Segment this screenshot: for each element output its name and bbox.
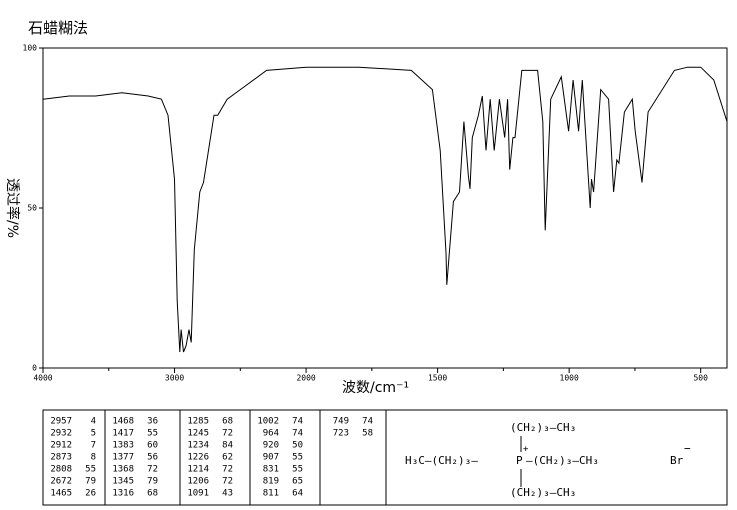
peak-wavenumber: 811 bbox=[263, 489, 279, 499]
peak-transmittance: 84 bbox=[222, 441, 233, 451]
peak-transmittance: 79 bbox=[85, 477, 96, 487]
peak-transmittance: 7 bbox=[91, 441, 96, 451]
peak-transmittance: 5 bbox=[91, 429, 96, 439]
chem-anion: Br bbox=[670, 454, 684, 467]
peak-wavenumber: 2873 bbox=[50, 453, 72, 463]
peak-wavenumber: 1316 bbox=[112, 489, 134, 499]
x-tick-label: 500 bbox=[693, 374, 708, 383]
peak-wavenumber: 1091 bbox=[187, 489, 209, 499]
peak-wavenumber: 1383 bbox=[112, 441, 134, 451]
peak-wavenumber: 749 bbox=[333, 417, 349, 427]
x-tick-label: 2000 bbox=[296, 374, 315, 383]
peak-wavenumber: 831 bbox=[263, 465, 279, 475]
peak-transmittance: 72 bbox=[222, 465, 233, 475]
chem-left: H₃C—(CH₂)₃— bbox=[405, 454, 478, 467]
peak-wavenumber: 1226 bbox=[187, 453, 209, 463]
peak-transmittance: 68 bbox=[222, 417, 233, 427]
peak-transmittance: 72 bbox=[222, 429, 233, 439]
peak-wavenumber: 1368 bbox=[112, 465, 134, 475]
y-tick-label: 0 bbox=[32, 364, 37, 373]
peak-transmittance: 60 bbox=[147, 441, 158, 451]
peak-wavenumber: 2672 bbox=[50, 477, 72, 487]
x-tick-label: 3000 bbox=[165, 374, 184, 383]
table-frame bbox=[42, 409, 728, 506]
peak-wavenumber: 1214 bbox=[187, 465, 209, 475]
y-axis-label: 透过率/% bbox=[4, 178, 21, 238]
peak-transmittance: 62 bbox=[222, 453, 233, 463]
peak-transmittance: 72 bbox=[147, 465, 158, 475]
y-tick-label: 50 bbox=[27, 204, 37, 213]
x-tick-label: 4000 bbox=[33, 374, 52, 383]
peak-wavenumber: 1245 bbox=[187, 429, 209, 439]
peak-wavenumber: 1206 bbox=[187, 477, 209, 487]
peak-transmittance: 74 bbox=[292, 417, 303, 427]
peak-wavenumber: 723 bbox=[333, 429, 349, 439]
peak-wavenumber: 964 bbox=[263, 429, 279, 439]
chem-top: (CH₂)₃—CH₃ bbox=[510, 421, 576, 434]
chem-center: P bbox=[516, 454, 523, 467]
peak-wavenumber: 1468 bbox=[112, 417, 134, 427]
peak-transmittance: 58 bbox=[362, 429, 373, 439]
peak-wavenumber: 1002 bbox=[257, 417, 279, 427]
peak-wavenumber: 1234 bbox=[187, 441, 209, 451]
peak-transmittance: 8 bbox=[91, 453, 96, 463]
peak-wavenumber: 907 bbox=[263, 453, 279, 463]
peak-transmittance: 55 bbox=[147, 429, 158, 439]
peak-transmittance: 55 bbox=[292, 453, 303, 463]
peak-wavenumber: 2932 bbox=[50, 429, 72, 439]
peak-transmittance: 74 bbox=[362, 417, 373, 427]
peak-transmittance: 56 bbox=[147, 453, 158, 463]
spectrum-line bbox=[42, 66, 728, 353]
peak-wavenumber: 1465 bbox=[50, 489, 72, 499]
peak-transmittance: 55 bbox=[85, 465, 96, 475]
x-tick-label: 1500 bbox=[428, 374, 447, 383]
peak-wavenumber: 1345 bbox=[112, 477, 134, 487]
x-tick-label: 1000 bbox=[560, 374, 579, 383]
peak-wavenumber: 2912 bbox=[50, 441, 72, 451]
peak-transmittance: 4 bbox=[91, 417, 96, 427]
peak-wavenumber: 1285 bbox=[187, 417, 209, 427]
chem-right: —(CH₂)₃—CH₃ bbox=[526, 454, 599, 467]
chem-anion-charge: − bbox=[684, 442, 691, 455]
chem-charge: + bbox=[523, 445, 529, 455]
peak-transmittance: 43 bbox=[222, 489, 233, 499]
peak-transmittance: 26 bbox=[85, 489, 96, 499]
peak-transmittance: 64 bbox=[292, 489, 303, 499]
peak-transmittance: 65 bbox=[292, 477, 303, 487]
peak-transmittance: 72 bbox=[222, 477, 233, 487]
chart-title: 石蜡糊法 bbox=[28, 19, 88, 37]
peak-wavenumber: 920 bbox=[263, 441, 279, 451]
peak-wavenumber: 2808 bbox=[50, 465, 72, 475]
chem-bottom: (CH₂)₃—CH₃ bbox=[510, 486, 576, 499]
y-tick-label: 100 bbox=[23, 44, 38, 53]
peak-wavenumber: 1377 bbox=[112, 453, 134, 463]
peak-transmittance: 50 bbox=[292, 441, 303, 451]
peak-transmittance: 79 bbox=[147, 477, 158, 487]
peak-transmittance: 68 bbox=[147, 489, 158, 499]
peak-transmittance: 55 bbox=[292, 465, 303, 475]
peak-wavenumber: 2957 bbox=[50, 417, 72, 427]
peak-transmittance: 36 bbox=[147, 417, 158, 427]
peak-wavenumber: 1417 bbox=[112, 429, 134, 439]
x-axis-label: 波数/cm⁻¹ bbox=[342, 380, 409, 396]
peak-wavenumber: 819 bbox=[263, 477, 279, 487]
peak-transmittance: 74 bbox=[292, 429, 303, 439]
